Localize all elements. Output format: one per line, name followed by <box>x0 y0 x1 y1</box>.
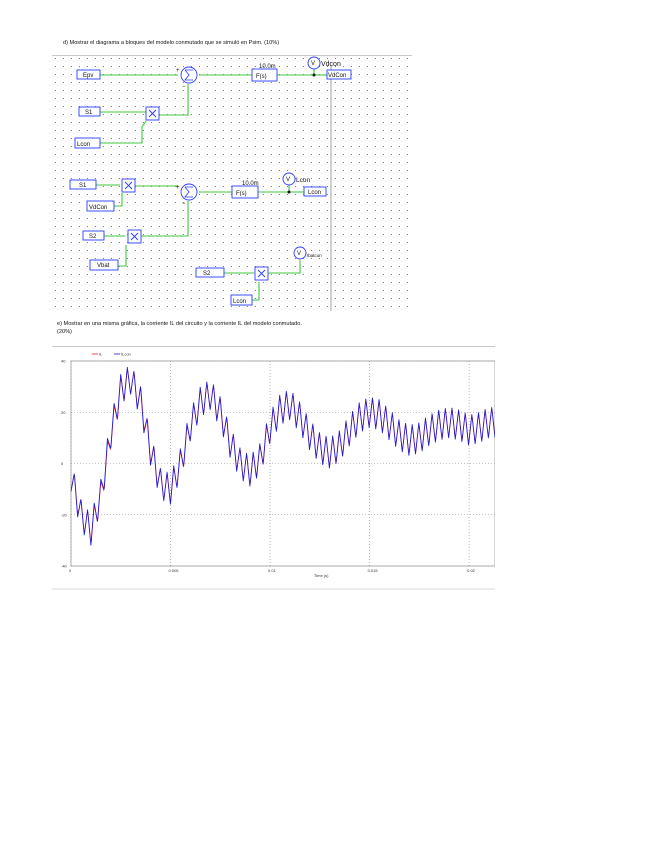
input-epv: Epv <box>83 73 93 79</box>
svg-text:+: + <box>176 185 180 191</box>
input-s2: S2 <box>203 271 211 277</box>
voltmeters <box>282 56 321 260</box>
input-label-box <box>74 137 101 149</box>
input-s1: S1 <box>79 183 87 189</box>
y-axis-ticks: 40 20 0 -20 -40 <box>61 359 68 569</box>
wire <box>159 84 189 116</box>
gain-label: 10.0m <box>259 64 276 70</box>
multiply-icon <box>148 109 157 118</box>
voltmeter-label: Vdcon <box>321 61 341 68</box>
multiply-icon <box>124 181 133 190</box>
input-vdcon: VdCon <box>89 205 107 211</box>
wire <box>141 201 189 237</box>
svg-text:−: − <box>182 201 186 207</box>
input-label-box <box>82 230 105 241</box>
question-d: d) Mostrar el diagrama a bloques del mod… <box>63 40 280 46</box>
psim-block-diagram: +− +− F(s) F(s) 10.0m 10.0m Epv S1 Lco <box>52 55 412 311</box>
wire <box>252 282 260 301</box>
series-layer <box>70 367 495 546</box>
question-e-weight: (20%) <box>57 329 72 335</box>
y-tick-label: -40 <box>61 564 68 569</box>
transfer-function-label: F(s) <box>236 191 247 197</box>
input-label-box <box>89 259 119 271</box>
y-tick-label: -20 <box>61 512 68 517</box>
input-s1: S1 <box>85 110 93 116</box>
x-tick-label: 0.01 <box>268 568 277 573</box>
input-s2: S2 <box>89 234 97 240</box>
voltmeter-icon: V <box>297 251 301 257</box>
input-lcon: Lcon <box>233 299 246 305</box>
voltmeter-icon: V <box>286 177 290 183</box>
output-label-box <box>326 69 352 80</box>
input-label-box <box>78 106 101 117</box>
multiply-icon <box>257 269 266 278</box>
voltmeter-label: Ibatcon <box>307 253 322 258</box>
x-tick-label: 0.015 <box>368 568 379 573</box>
gain-label: 10.0m <box>242 181 259 187</box>
legend-label: ILcon <box>121 352 131 357</box>
transfer-function-label: F(s) <box>256 74 267 80</box>
sigma-icon <box>184 186 193 198</box>
multiply-icon <box>130 232 139 241</box>
wire <box>100 120 147 144</box>
x-tick-label: 0 <box>69 568 72 573</box>
output-vdcon: VdCon <box>328 73 346 79</box>
input-label-box <box>195 267 225 278</box>
voltmeter <box>282 172 296 186</box>
input-label-box <box>230 294 253 306</box>
wire <box>268 260 301 274</box>
input-lcon: Lcon <box>77 142 90 148</box>
x-axis-ticks: 0 0.005 0.01 0.015 0.02 <box>69 568 476 573</box>
chart-legend: IL ILcon <box>92 352 131 357</box>
x-tick-label: 0.005 <box>169 568 180 573</box>
svg-text:−: − <box>182 84 186 90</box>
voltmeter <box>293 246 307 260</box>
input-label-box <box>86 200 115 212</box>
legend-label: IL <box>99 352 103 357</box>
voltmeter-icon: V <box>311 61 315 67</box>
y-tick-label: 0 <box>61 461 64 466</box>
input-vbat: Vbat <box>97 263 110 269</box>
x-axis-label: Time (s) <box>314 573 329 578</box>
transfer-function-block <box>231 185 259 199</box>
sigma-icon <box>184 69 193 81</box>
svg-text:+: + <box>176 68 180 74</box>
output-label-box <box>303 186 327 197</box>
input-label-box <box>69 179 97 190</box>
y-tick-label: 20 <box>61 410 66 415</box>
input-label-box <box>76 69 101 80</box>
question-e: e) Mostrar en una misma gráfica, la corr… <box>57 321 302 327</box>
series-il-switched-model <box>70 367 495 546</box>
y-tick-label: 40 <box>61 359 66 364</box>
node-dot <box>312 73 316 77</box>
node-dot <box>287 190 291 194</box>
voltmeter-label: Lcon <box>296 177 310 184</box>
wire <box>118 245 127 267</box>
output-lcon: Lcon <box>308 190 321 196</box>
x-tick-label: 0.02 <box>467 568 476 573</box>
voltmeter <box>307 56 321 70</box>
transfer-function-block <box>251 68 278 82</box>
wire <box>114 193 123 207</box>
grid <box>70 360 495 567</box>
